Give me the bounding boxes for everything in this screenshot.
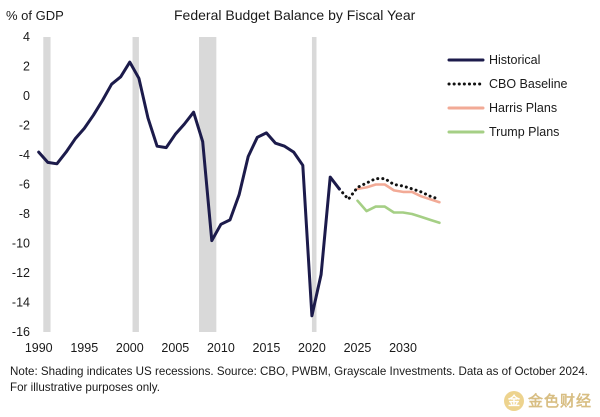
y-axis-label: % of GDP — [6, 8, 64, 23]
x-axis-ticks: 1990 1995 2000 2005 2010 2015 2020 2025 2030 — [25, 341, 417, 355]
y-tick-label: -16 — [12, 325, 30, 339]
watermark: 金 金色财经 — [503, 390, 592, 411]
legend: Historical CBO Baseline Harris Plans Trump … — [447, 53, 568, 139]
watermark-text: 金色财经 — [527, 393, 592, 410]
y-tick-label: -8 — [19, 207, 30, 221]
x-tick-label: 2000 — [116, 341, 144, 355]
legend-label-historical: Historical — [489, 53, 540, 67]
watermark-logo-icon: 金 — [503, 390, 524, 411]
y-tick-label: 2 — [23, 60, 30, 74]
legend-label-harris-plans: Harris Plans — [489, 101, 557, 115]
chart-footnote: Note: Shading indicates US recessions. S… — [10, 365, 589, 394]
y-tick-label: 0 — [23, 89, 30, 103]
y-axis-ticks: 4 2 0 -2 -4 -6 -8 -10 -12 -14 -16 — [12, 30, 30, 339]
budget-balance-chart: 4 2 0 -2 -4 -6 -8 -10 -12 -14 -16 1990 1995 2000 2005… — [6, 7, 568, 355]
recession-shading-group — [43, 37, 317, 332]
series-line-harris-plans — [356, 183, 441, 204]
x-tick-label: 2005 — [161, 341, 189, 355]
y-tick-label: -10 — [12, 237, 30, 251]
x-tick-label: 1995 — [70, 341, 98, 355]
series-line-trump-plans — [356, 199, 441, 225]
y-tick-label: -6 — [19, 178, 30, 192]
y-tick-label: -2 — [19, 119, 30, 133]
x-tick-label: 2025 — [344, 341, 372, 355]
series-line-cbo-baseline — [337, 177, 441, 201]
y-tick-label: 4 — [23, 30, 30, 44]
series-group — [37, 60, 441, 318]
y-tick-label: -14 — [12, 296, 30, 310]
y-tick-label: -12 — [12, 266, 30, 280]
recession-band — [132, 37, 139, 332]
chart-title: Federal Budget Balance by Fiscal Year — [174, 7, 416, 23]
recession-band — [311, 37, 317, 332]
x-tick-label: 2010 — [207, 341, 235, 355]
x-tick-label: 2020 — [298, 341, 326, 355]
legend-label-trump-plans: Trump Plans — [489, 125, 559, 139]
recession-band — [43, 37, 51, 332]
series-line-historical — [37, 60, 341, 318]
x-tick-label: 2015 — [253, 341, 281, 355]
x-tick-label: 1990 — [25, 341, 53, 355]
x-tick-label: 2030 — [389, 341, 417, 355]
y-tick-label: -4 — [19, 148, 30, 162]
legend-label-cbo-baseline: CBO Baseline — [489, 77, 568, 91]
